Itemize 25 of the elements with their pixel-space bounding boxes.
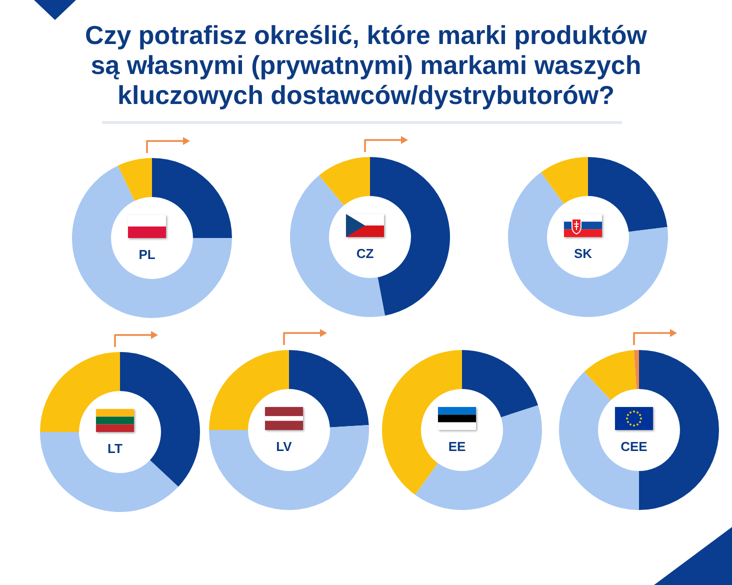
donut-slice — [209, 424, 369, 510]
donut-slice — [152, 158, 232, 238]
donut-slice — [508, 172, 668, 317]
text: LV — [275, 439, 293, 455]
donut-slice — [634, 350, 639, 390]
text: PL — [138, 247, 156, 263]
donut-slice — [540, 157, 588, 204]
text: EE — [447, 439, 467, 455]
donut-slice — [584, 350, 636, 400]
donut-slice — [289, 350, 369, 428]
donut-slice — [40, 352, 120, 432]
text: CEE — [620, 439, 648, 455]
text: SK — [572, 246, 594, 262]
donut-slice — [462, 350, 538, 418]
text: LT — [106, 441, 124, 457]
donut-slice — [414, 405, 542, 510]
text: CZ — [355, 246, 375, 262]
donut-slice — [118, 158, 152, 201]
donut-slice — [72, 166, 232, 318]
donut-slice — [588, 157, 668, 232]
text: Czy potrafisz określić, które marki produktów są własnymi (prywatnymi) markami waszych kluczowych dostawców/dystrybutorów? — [84, 20, 648, 110]
donut-slice — [40, 432, 178, 512]
donut-slice — [290, 175, 385, 317]
donut-slice — [209, 350, 289, 430]
donut-slice — [319, 157, 370, 206]
